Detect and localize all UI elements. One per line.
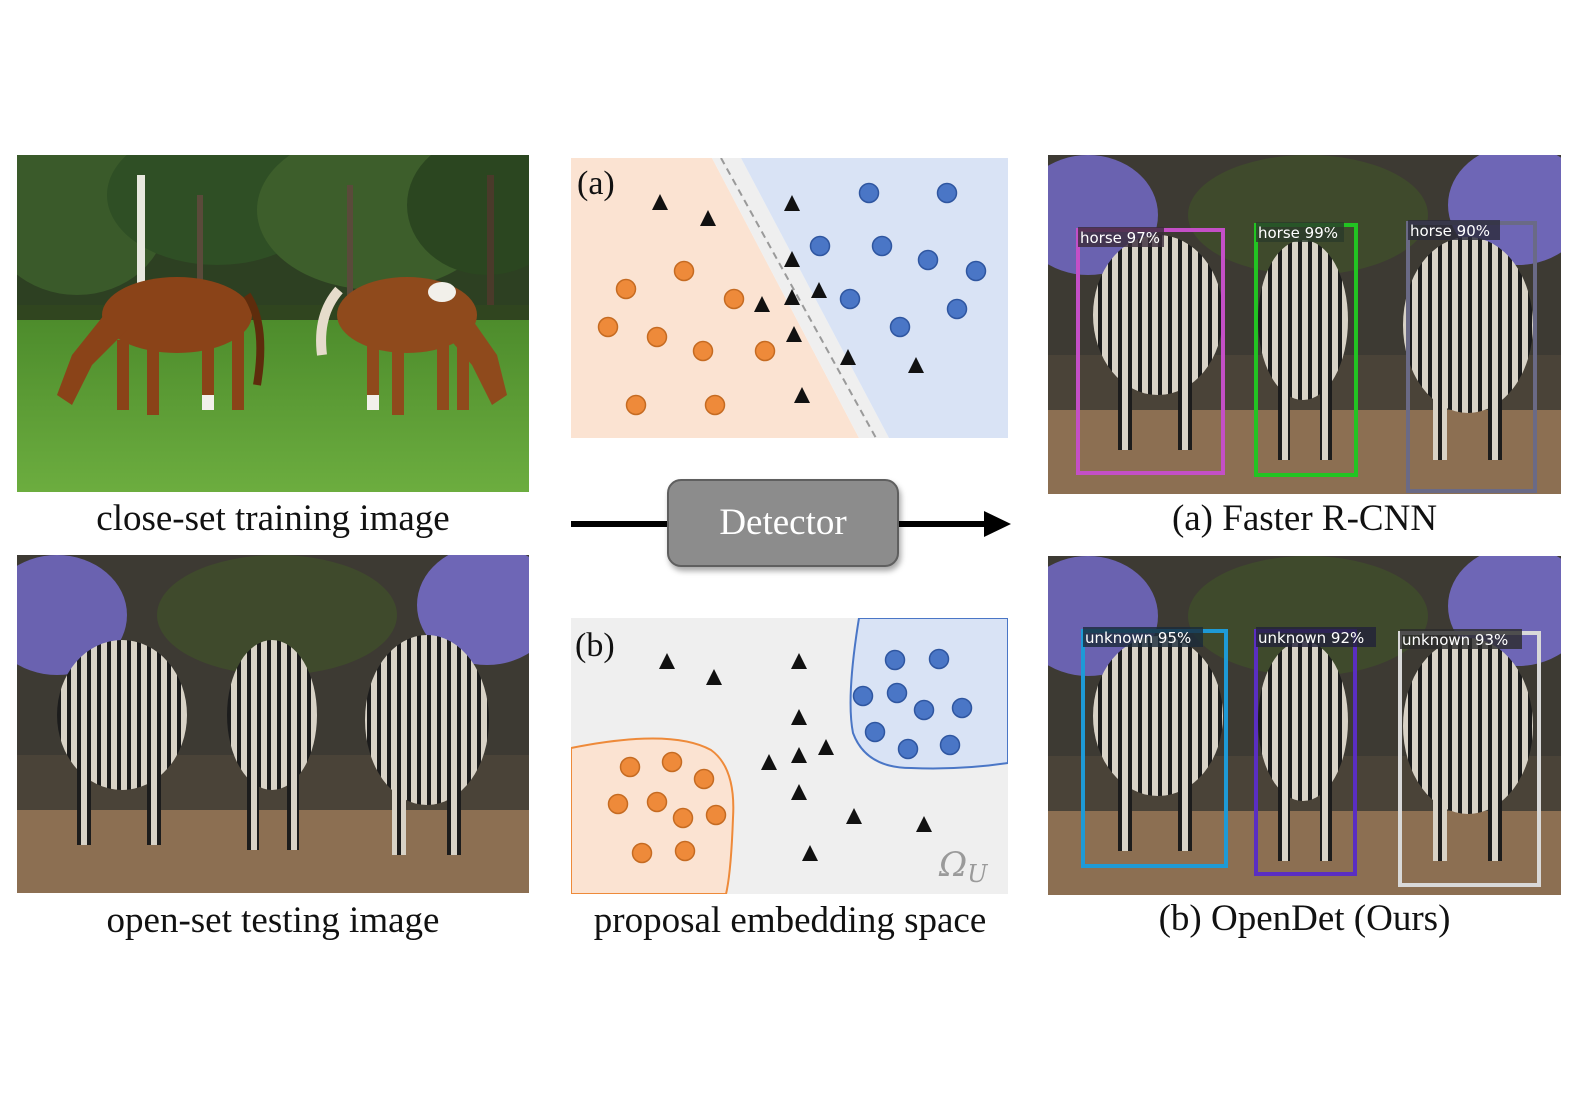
result-faster-rcnn: horse 97% horse 99% horse 90% xyxy=(1048,155,1561,494)
training-image-horses xyxy=(17,155,529,492)
detection-label-a-1: horse 97% xyxy=(1080,229,1160,247)
orange-dots xyxy=(597,260,776,416)
blue-class-region xyxy=(849,618,1008,770)
detection-label-a-2: horse 99% xyxy=(1258,224,1338,242)
detector-box: Detector xyxy=(667,479,899,567)
detection-box-b-3: unknown 93% xyxy=(1398,629,1541,887)
unknown-triangles-b xyxy=(659,653,932,861)
detector-label: Detector xyxy=(719,502,847,543)
blue-dots xyxy=(809,182,987,338)
caption-embedding-space: proposal embedding space xyxy=(593,900,987,941)
arrow-head xyxy=(984,511,1011,537)
detection-label-b-2: unknown 92% xyxy=(1258,629,1364,647)
caption-training-image: close-set training image xyxy=(96,498,450,539)
detection-box-b-2: unknown 92% xyxy=(1254,627,1376,876)
detection-box-a-2: horse 99% xyxy=(1254,222,1358,477)
unknown-triangles-a xyxy=(652,194,924,403)
blue-class-region xyxy=(741,158,1008,438)
orange-dots xyxy=(607,751,727,864)
caption-faster-rcnn: (a) Faster R-CNN xyxy=(1171,498,1438,539)
caption-opendet: (b) OpenDet (Ours) xyxy=(1158,898,1451,939)
blue-dots xyxy=(852,648,973,760)
detection-label-a-3: horse 90% xyxy=(1410,222,1490,240)
detection-label-b-3: unknown 93% xyxy=(1402,631,1508,649)
detection-label-b-1: unknown 95% xyxy=(1085,629,1191,647)
detection-box-b-1: unknown 95% xyxy=(1081,627,1228,868)
detection-box-a-3: horse 90% xyxy=(1406,220,1537,493)
caption-testing-image: open-set testing image xyxy=(106,900,440,941)
detection-box-a-1: horse 97% xyxy=(1076,227,1225,475)
omega-u-label: ΩU xyxy=(938,845,988,888)
embedding-panel-a: (a) xyxy=(571,158,1008,438)
decision-boundary xyxy=(720,158,877,438)
decision-margin-region xyxy=(712,158,889,438)
embedding-panel-b: (b) ΩU xyxy=(571,618,1008,894)
panel-b-letter: (b) xyxy=(575,627,615,664)
result-opendet: unknown 95% unknown 92% unknown 93% xyxy=(1048,556,1561,895)
panel-a-letter: (a) xyxy=(577,165,615,202)
testing-image-zebras xyxy=(17,555,529,893)
orange-class-region xyxy=(571,158,859,438)
